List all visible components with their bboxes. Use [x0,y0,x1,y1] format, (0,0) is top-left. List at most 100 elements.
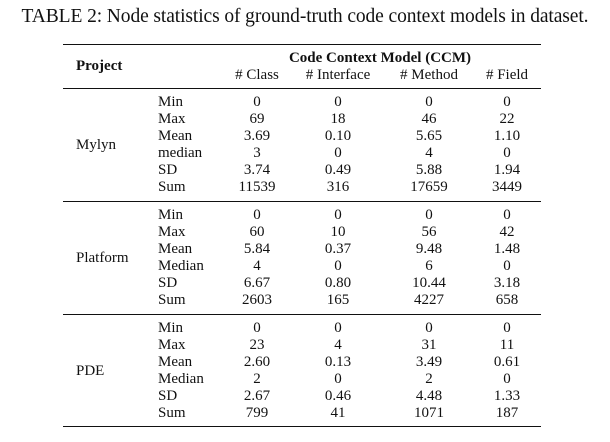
table-cell: 9.48 [415,241,443,257]
group-separator-rule [63,201,541,202]
table-cell: 3.69 [243,128,271,144]
table-cell: 2.60 [243,354,271,370]
table-cell: 0.10 [324,128,352,144]
table-cell: 4227 [414,292,444,308]
table-cell: 0.80 [324,275,352,291]
table-cell: 2.67 [243,388,271,404]
table-cell: 41 [330,405,346,421]
table-cell: 2 [425,371,433,387]
ccm-group-header: Code Context Model (CCM) [288,50,472,66]
table-cell: 0 [253,207,261,223]
table-cell: 42 [499,224,515,240]
table-cell: 56 [421,224,437,240]
table-cell: 165 [326,292,350,308]
top-rule [63,44,541,46]
table-cell: 0 [253,94,261,110]
project-name: Platform [76,249,129,266]
table-caption: TABLE 2: Node statistics of ground-truth… [21,6,589,27]
table-cell: 0 [334,94,342,110]
statistic-label: Sum [158,405,186,421]
table-cell: 11539 [238,179,276,195]
table-cell: 0 [503,94,511,110]
statistic-label: Max [158,337,186,353]
table-cell: 10 [330,224,346,240]
table-cell: 3.49 [415,354,443,370]
table-cell: 6.67 [243,275,271,291]
statistic-label: Min [158,320,184,336]
statistic-label: Median [158,371,204,387]
statistic-label: Median [158,258,204,274]
header-rule [63,88,541,89]
statistic-label: median [158,145,203,161]
statistic-label: Max [158,111,186,127]
column-header: # Class [235,67,279,83]
table-cell: 3.18 [493,275,521,291]
statistic-label: SD [158,162,178,178]
column-header: # Method [400,67,458,83]
statistic-label: Sum [158,179,186,195]
table-cell: 0 [334,320,342,336]
table-cell: 0.13 [324,354,352,370]
table-cell: 1.48 [493,241,521,257]
table-cell: 1.94 [493,162,521,178]
table-cell: 3 [253,145,261,161]
table-cell: 4 [253,258,261,274]
table-cell: 0.61 [493,354,521,370]
table-cell: 316 [326,179,350,195]
table-cell: 0 [503,145,511,161]
table-cell: 18 [330,111,346,127]
group-separator-rule [63,314,541,315]
statistic-label: Mean [158,241,193,257]
table-cell: 0 [334,258,342,274]
table-cell: 4 [425,145,433,161]
table-cell: 0 [503,258,511,274]
table-cell: 2 [253,371,261,387]
table-cell: 10.44 [412,275,446,291]
statistic-label: SD [158,388,178,404]
statistic-label: SD [158,275,178,291]
table-cell: 1071 [414,405,444,421]
table-cell: 187 [495,405,519,421]
table-cell: 1.33 [493,388,521,404]
column-header: # Field [485,67,529,83]
table-cell: 0 [503,371,511,387]
table-cell: 31 [421,337,437,353]
table-cell: 6 [425,258,433,274]
statistic-label: Mean [158,128,193,144]
table-cell: 4 [334,337,342,353]
table-cell: 0 [334,371,342,387]
statistic-label: Mean [158,354,193,370]
table-cell: 60 [249,224,265,240]
project-name: PDE [76,362,105,379]
bottom-rule [63,426,541,428]
table-cell: 3449 [492,179,522,195]
table-cell: 23 [249,337,265,353]
table-cell: 2603 [242,292,272,308]
column-header: # Interface [305,67,371,83]
statistic-label: Max [158,224,186,240]
project-column-header: Project [76,58,123,74]
table-cell: 0.37 [324,241,352,257]
table-cell: 0 [334,145,342,161]
table-cell: 0 [425,320,433,336]
table-cell: 46 [421,111,437,127]
statistic-label: Sum [158,292,186,308]
table-cell: 17659 [410,179,448,195]
statistic-label: Min [158,207,184,223]
table-cell: 1.10 [493,128,521,144]
project-name: Mylyn [76,136,117,153]
statistic-label: Min [158,94,184,110]
table-cell: 5.88 [415,162,443,178]
table-cell: 0.46 [324,388,352,404]
table-cell: 22 [499,111,515,127]
table-cell: 5.84 [243,241,271,257]
table-cell: 0 [425,94,433,110]
table-cell: 0 [334,207,342,223]
table-cell: 3.74 [243,162,271,178]
table-cell: 5.65 [415,128,443,144]
table-cell: 0.49 [324,162,352,178]
table-cell: 0 [503,320,511,336]
table-cell: 0 [503,207,511,223]
table-cell: 799 [245,405,269,421]
table-cell: 0 [253,320,261,336]
